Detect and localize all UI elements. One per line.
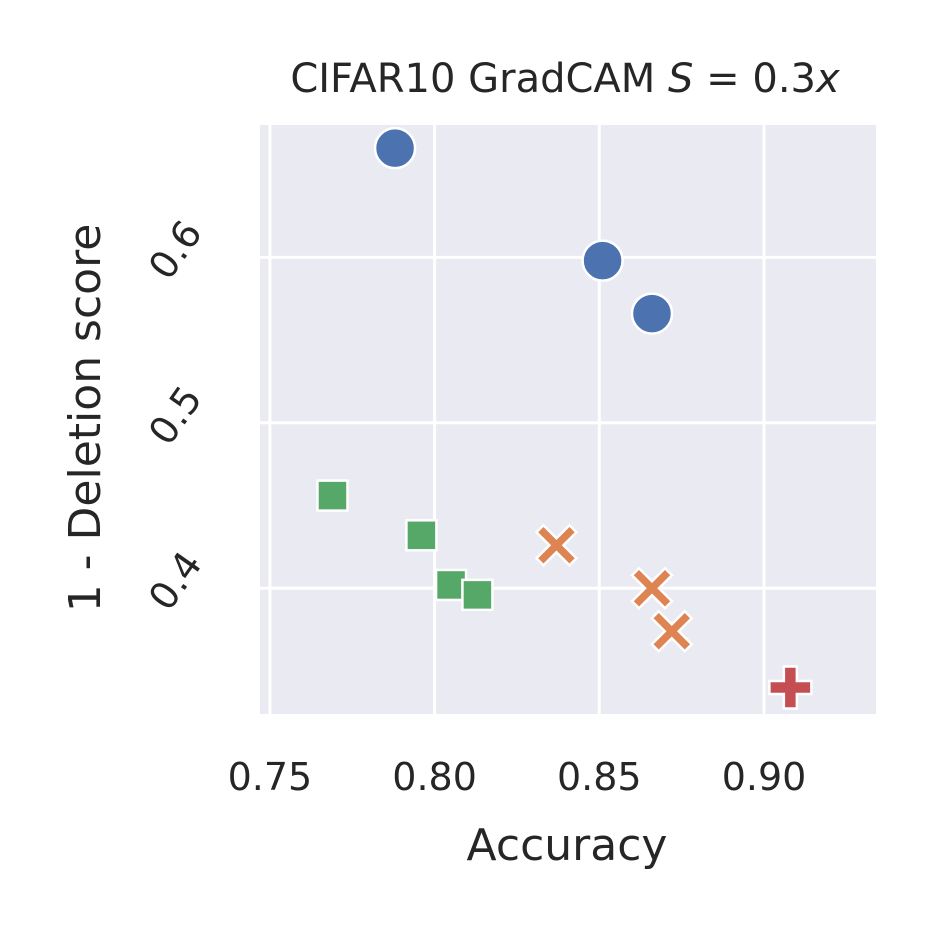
- data-point-square: [316, 479, 349, 512]
- data-point-circle: [630, 292, 674, 335]
- x-tick-label: 0.90: [722, 755, 807, 799]
- grid-lines: [260, 125, 876, 714]
- x-tick-label: 0.75: [228, 755, 313, 799]
- plot-area: [260, 125, 876, 714]
- y-tick-label: 0.5: [140, 378, 211, 453]
- x-tick-label: 0.80: [392, 755, 477, 799]
- data-point-x: [649, 609, 694, 654]
- data-point-circle: [373, 126, 417, 170]
- x-tick-labels: 0.75 0.80 0.85 0.90: [228, 755, 807, 799]
- chart-title-eq: = 0.3: [693, 56, 816, 102]
- data-point-square: [434, 568, 468, 602]
- y-tick-labels: 0.4 0.5 0.6: [140, 213, 211, 619]
- chart-title-suffix: x: [814, 56, 840, 102]
- data-point-circle: [581, 239, 624, 282]
- data-points: [316, 126, 813, 710]
- y-axis-label: 1 - Deletion score: [60, 224, 111, 613]
- x-axis-label: Accuracy: [467, 820, 668, 871]
- chart-title-var: S: [668, 56, 693, 102]
- y-tick-label: 0.4: [140, 543, 211, 618]
- data-point-x: [534, 523, 579, 568]
- data-point-square: [461, 578, 494, 612]
- data-point-x: [630, 566, 674, 611]
- chart-title-prefix: CIFAR10 GradCAM: [290, 56, 668, 102]
- data-point-square: [405, 519, 438, 552]
- data-point-plus: [768, 665, 813, 710]
- chart-title: CIFAR10 GradCAM S = 0.3x: [290, 56, 840, 102]
- y-tick-label: 0.6: [140, 213, 211, 288]
- x-tick-label: 0.85: [557, 755, 642, 799]
